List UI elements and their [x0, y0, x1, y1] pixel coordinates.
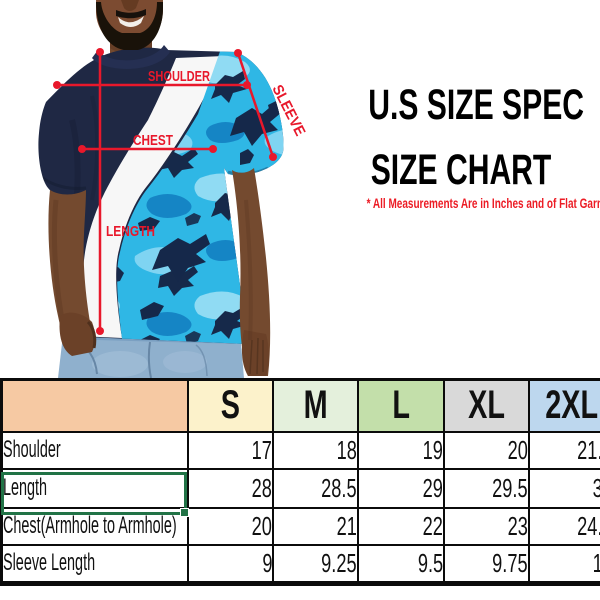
row-label-sleeve-length: Sleeve Length	[0, 543, 189, 585]
row-label-chest: Chest(Armhole to Armhole)	[0, 506, 189, 546]
table-row-shoulder: Shoulder 17 18 19 20 21.5	[0, 430, 600, 470]
col-header-m: M	[272, 378, 359, 433]
model-photo: SHOULDER CHEST LENGTH SLEEVE	[38, 0, 309, 378]
col-header-blank	[0, 378, 189, 433]
title-line-2-text: SIZE CHART	[370, 146, 552, 194]
white-stripe	[78, 56, 224, 338]
chest-label: CHEST	[133, 132, 173, 149]
beard	[96, 2, 163, 50]
size-value-cell: 9.25	[272, 543, 359, 585]
size-table: S M L XL 2XL Shoulder 17 18 19 20 21.5 L…	[0, 378, 600, 586]
length-label: LENGTH	[106, 223, 155, 240]
header-row: S M L XL 2XL	[0, 378, 600, 433]
size-value-cell: 24.5	[528, 506, 600, 546]
nose	[121, 0, 139, 11]
size-value-cell: 9.5	[357, 543, 445, 585]
table-row-chest: Chest(Armhole to Armhole) 20 21 22 23 24…	[0, 506, 600, 546]
title-line-1-text: U.S SIZE SPEC	[368, 81, 585, 129]
left-hand	[59, 312, 95, 356]
sleeve-measure-line	[234, 49, 277, 161]
size-value-cell: 28	[187, 467, 274, 509]
right-hand	[241, 330, 269, 376]
shoulder-label: SHOULDER	[148, 68, 210, 85]
size-value-cell: 23	[443, 506, 530, 546]
size-value-cell: 28.5	[272, 467, 359, 509]
size-value-cell: 10	[528, 543, 600, 585]
col-header-l: L	[357, 378, 445, 433]
row-label-shoulder: Shoulder	[0, 430, 189, 470]
measurement-note: * All Measurements Are in Inches and of …	[322, 196, 600, 212]
face	[96, 0, 163, 50]
mustache	[116, 9, 146, 19]
col-header-xl: XL	[443, 378, 530, 433]
size-value-cell: 22	[357, 506, 445, 546]
size-value-cell: 20	[187, 506, 274, 546]
collar	[92, 45, 170, 69]
size-value-cell: 29	[357, 467, 445, 509]
size-value-cell: 19	[357, 430, 445, 470]
table-row-sleeve-length: Sleeve Length 9 9.25 9.5 9.75 10	[0, 543, 600, 585]
size-value-cell: 30	[528, 467, 600, 509]
title-line-2: SIZE CHART	[322, 149, 600, 192]
size-value-cell: 18	[272, 430, 359, 470]
measurement-note-text: * All Measurements Are in Inches and of …	[366, 196, 600, 211]
col-header-s: S	[187, 378, 274, 433]
size-value-cell: 29.5	[443, 467, 530, 509]
size-value-cell: 21.5	[528, 430, 600, 470]
tshirt	[38, 47, 284, 344]
col-header-2xl: 2XL	[528, 378, 600, 433]
size-value-cell: 20	[443, 430, 530, 470]
size-value-cell: 9	[187, 543, 274, 585]
size-value-cell: 21	[272, 506, 359, 546]
table-row-length: Length 28 28.5 29 29.5 30	[0, 467, 600, 509]
left-arm	[48, 190, 97, 356]
smile	[118, 16, 144, 27]
size-table-wrap: S M L XL 2XL Shoulder 17 18 19 20 21.5 L…	[0, 378, 600, 600]
size-value-cell: 17	[187, 430, 274, 470]
row-label-length: Length	[0, 467, 189, 509]
right-arm	[232, 168, 271, 376]
size-value-cell: 9.75	[443, 543, 530, 585]
title-block: U.S SIZE SPEC SIZE CHART * All Measureme…	[322, 0, 600, 378]
length-measure-line	[96, 48, 104, 335]
title-line-1: U.S SIZE SPEC	[322, 84, 600, 127]
chest-measure-line	[78, 145, 217, 153]
